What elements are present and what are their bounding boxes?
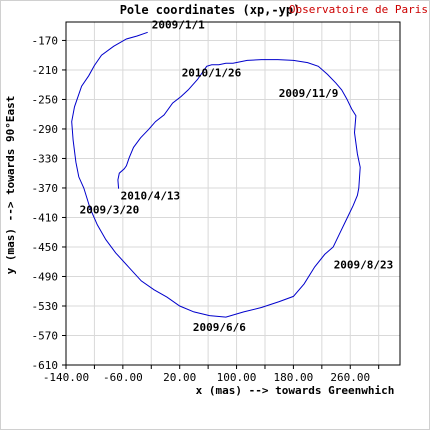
date-annotation: 2009/8/23 [334, 259, 394, 272]
y-tick-label: -490 [32, 270, 59, 283]
x-axis-label: x (mas) --> towards Greenwhich [196, 384, 395, 397]
x-tick-label: 180.00 [274, 371, 314, 384]
date-annotation: 2009/3/20 [80, 203, 140, 216]
y-tick-label: -410 [32, 211, 59, 224]
y-axis-label: y (mas) --> towards 90°East [4, 96, 17, 275]
y-tick-label: -210 [32, 64, 59, 77]
x-tick-label: 260.00 [330, 371, 370, 384]
annotation-layer: 2009/1/1 2009/3/20 2009/6/6 2009/8/23 2009/1… [80, 18, 394, 334]
date-annotation: 2009/1/1 [152, 18, 205, 31]
date-annotation: 2010/4/13 [121, 190, 181, 203]
date-annotation: 2009/11/9 [279, 87, 339, 100]
x-tick-label: 100.00 [217, 371, 257, 384]
y-tick-label: -450 [32, 241, 59, 254]
y-tick-label: -530 [32, 300, 59, 313]
chart-title: Pole coordinates (xp,-yp) [120, 3, 301, 17]
plot-area [65, 21, 401, 366]
y-tick-label: -170 [32, 34, 59, 47]
series-layer [71, 31, 361, 318]
x-tick-label: -140.00 [43, 371, 89, 384]
y-tick-label: -370 [32, 182, 59, 195]
y-tick-label: -330 [32, 152, 59, 165]
tick-layer: -140.00 -60.00 20.00 100.00 180.00 260.00 -170… [32, 34, 380, 384]
credit-label: Observatoire de Paris [289, 3, 428, 16]
y-tick-label: -610 [32, 359, 59, 372]
pole-path-line [71, 31, 361, 318]
y-tick-label: -250 [32, 93, 59, 106]
y-tick-label: -290 [32, 123, 59, 136]
x-tick-label: -60.00 [103, 371, 143, 384]
date-annotation: 2009/6/6 [193, 321, 246, 334]
date-annotation: 2010/1/26 [182, 66, 242, 79]
x-tick-label: 20.00 [163, 371, 196, 384]
y-tick-label: -570 [32, 329, 59, 342]
